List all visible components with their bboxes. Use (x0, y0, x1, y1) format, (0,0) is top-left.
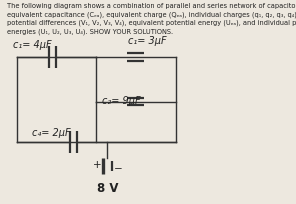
Text: 8 V: 8 V (97, 182, 118, 194)
Text: c₄= 2μF: c₄= 2μF (32, 127, 70, 137)
Text: c₁= 4μF: c₁= 4μF (13, 40, 52, 50)
Text: The following diagram shows a combination of parallel and series network of capa: The following diagram shows a combinatio… (7, 3, 296, 35)
Text: +: + (93, 159, 101, 169)
Text: −: − (113, 163, 122, 173)
Text: c₂= 9μF: c₂= 9μF (102, 96, 140, 106)
Text: c₁= 3μF: c₁= 3μF (128, 36, 167, 46)
